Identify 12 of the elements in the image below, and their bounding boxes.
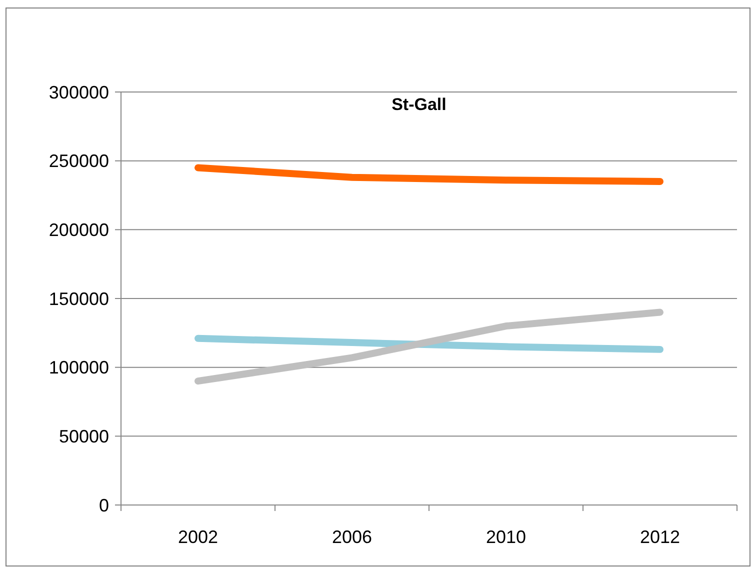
y-tick-label: 150000 xyxy=(48,288,109,309)
x-tick-label: 2006 xyxy=(332,527,372,547)
y-tick-label: 300000 xyxy=(48,82,109,102)
y-tick-label: 0 xyxy=(98,495,109,516)
y-tick-label: 50000 xyxy=(58,426,109,446)
x-tick-label: 2010 xyxy=(486,527,526,547)
chart-title: St-Gall xyxy=(392,95,446,114)
y-tick-label: 250000 xyxy=(48,151,109,172)
x-tick-label: 2002 xyxy=(178,527,218,547)
x-tick-label: 2012 xyxy=(640,527,680,547)
y-tick-label: 200000 xyxy=(48,220,109,240)
y-tick-label: 100000 xyxy=(48,358,109,378)
